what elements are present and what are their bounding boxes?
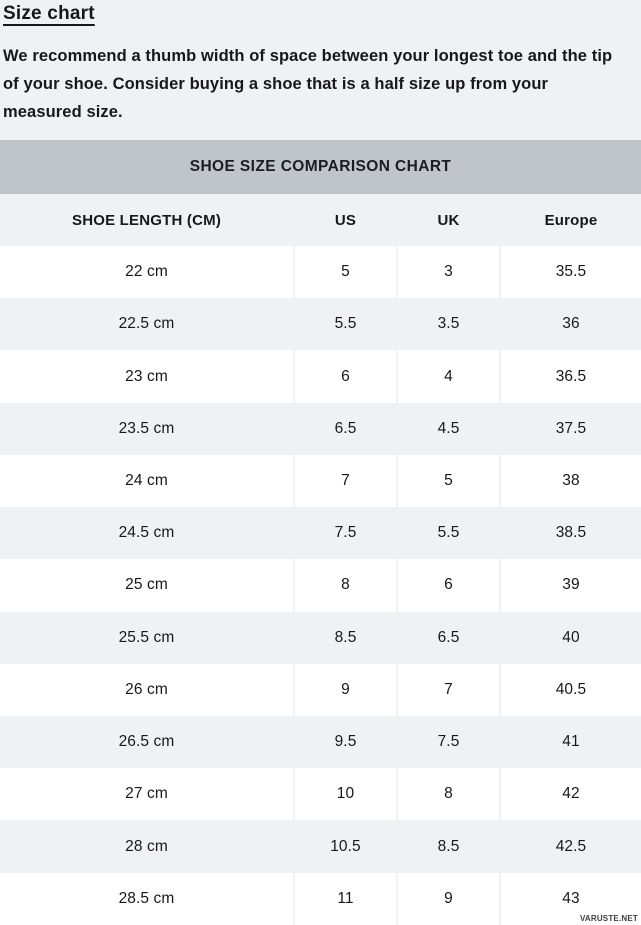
table-cell: 5 <box>398 454 499 508</box>
table-cell: 7 <box>295 454 396 508</box>
table-cell: 40.5 <box>501 663 641 716</box>
table-row: 26 cm 9 7 40.5 <box>0 663 641 716</box>
table-title-band: SHOE SIZE COMPARISON CHART <box>0 140 641 194</box>
page-title: Size chart <box>3 3 95 24</box>
table-cell: 27 cm <box>0 768 293 821</box>
table-row: 22.5 cm 5.5 3.5 36 <box>0 298 641 350</box>
table-cell: 11 <box>295 872 396 925</box>
table-cell: 5 <box>295 246 396 299</box>
table-cell: 6 <box>398 559 499 612</box>
table-cell: 26.5 cm <box>118 733 175 751</box>
column-header-shoe-length: SHOE LENGTH (CM) <box>71 211 222 229</box>
table-cell: 41 <box>562 733 580 751</box>
table-cell: 7.5 <box>334 524 357 542</box>
table-row: 23 cm 6 4 36.5 <box>0 350 641 403</box>
table-cell: 42.5 <box>555 837 587 855</box>
table-cell: 10.5 <box>330 837 361 855</box>
table-row: 25.5 cm 8.5 6.5 40 <box>0 612 641 664</box>
table-row: 26.5 cm 9.5 7.5 41 <box>0 716 641 768</box>
table-row: 28.5 cm 11 9 43 <box>0 872 641 925</box>
table-cell: 7 <box>398 663 499 716</box>
table-cell: 24.5 cm <box>118 524 175 542</box>
intro-text: We recommend a thumb width of space betw… <box>3 47 613 121</box>
table-body: 22 cm 5 3 35.5 22.5 cm 5.5 3.5 36 23 cm … <box>0 246 641 925</box>
table-cell: 38 <box>501 454 641 508</box>
table-cell: 5.5 <box>437 524 460 542</box>
table-cell: 38.5 <box>555 524 587 542</box>
table-cell: 39 <box>501 559 641 612</box>
table-cell: 9.5 <box>334 733 357 751</box>
table-cell: 42 <box>501 768 641 821</box>
table-row: 24 cm 7 5 38 <box>0 454 641 508</box>
table-row: 28 cm 10.5 8.5 42.5 <box>0 820 641 872</box>
table-row: 27 cm 10 8 42 <box>0 768 641 821</box>
table-cell: 22 cm <box>0 246 293 299</box>
table-row: 22 cm 5 3 35.5 <box>0 246 641 299</box>
table-title: SHOE SIZE COMPARISON CHART <box>189 158 452 175</box>
table-cell: 4.5 <box>437 419 460 437</box>
table-cell: 25.5 cm <box>118 628 175 646</box>
table-row: 23.5 cm 6.5 4.5 37.5 <box>0 403 641 455</box>
table-row: 25 cm 8 6 39 <box>0 559 641 612</box>
table-cell: 9 <box>295 663 396 716</box>
table-cell: 7.5 <box>437 733 460 751</box>
table-cell: 36.5 <box>501 350 641 403</box>
table-cell: 8 <box>295 559 396 612</box>
table-cell: 40 <box>562 628 580 646</box>
table-cell: 4 <box>398 350 499 403</box>
table-cell: 36 <box>562 315 580 333</box>
table-cell: 6 <box>295 350 396 403</box>
table-cell: 35.5 <box>501 246 641 299</box>
watermark: VARUSTE.NET <box>579 914 638 923</box>
table-cell: 9 <box>398 872 499 925</box>
table-cell: 6.5 <box>437 628 460 646</box>
table-cell: 8.5 <box>334 628 357 646</box>
table-cell: 23.5 cm <box>118 419 175 437</box>
column-header-us: US <box>334 211 357 229</box>
table-cell: 5.5 <box>334 315 357 333</box>
intro-section: Size chart We recommend a thumb width of… <box>0 0 641 126</box>
table-cell: 23 cm <box>0 350 293 403</box>
table-cell: 10 <box>295 768 396 821</box>
table-cell: 28 cm <box>125 837 168 855</box>
table-cell: 6.5 <box>334 419 357 437</box>
table-cell: 8.5 <box>437 837 460 855</box>
column-header-europe: Europe <box>544 211 598 229</box>
table-cell: 37.5 <box>555 419 587 437</box>
size-chart-table: SHOE SIZE COMPARISON CHART SHOE LENGTH (… <box>0 140 641 925</box>
table-cell: 24 cm <box>0 454 293 508</box>
table-cell: 26 cm <box>0 663 293 716</box>
table-header-row: SHOE LENGTH (CM) US UK Europe <box>0 194 641 246</box>
table-cell: 28.5 cm <box>0 872 293 925</box>
table-cell: 43 <box>501 872 641 925</box>
table-row: 24.5 cm 7.5 5.5 38.5 <box>0 507 641 559</box>
table-cell: 3.5 <box>437 315 460 333</box>
table-cell: 3 <box>398 246 499 299</box>
column-header-uk: UK <box>437 211 460 229</box>
table-cell: 22.5 cm <box>118 315 175 333</box>
table-cell: 8 <box>398 768 499 821</box>
table-cell: 25 cm <box>0 559 293 612</box>
